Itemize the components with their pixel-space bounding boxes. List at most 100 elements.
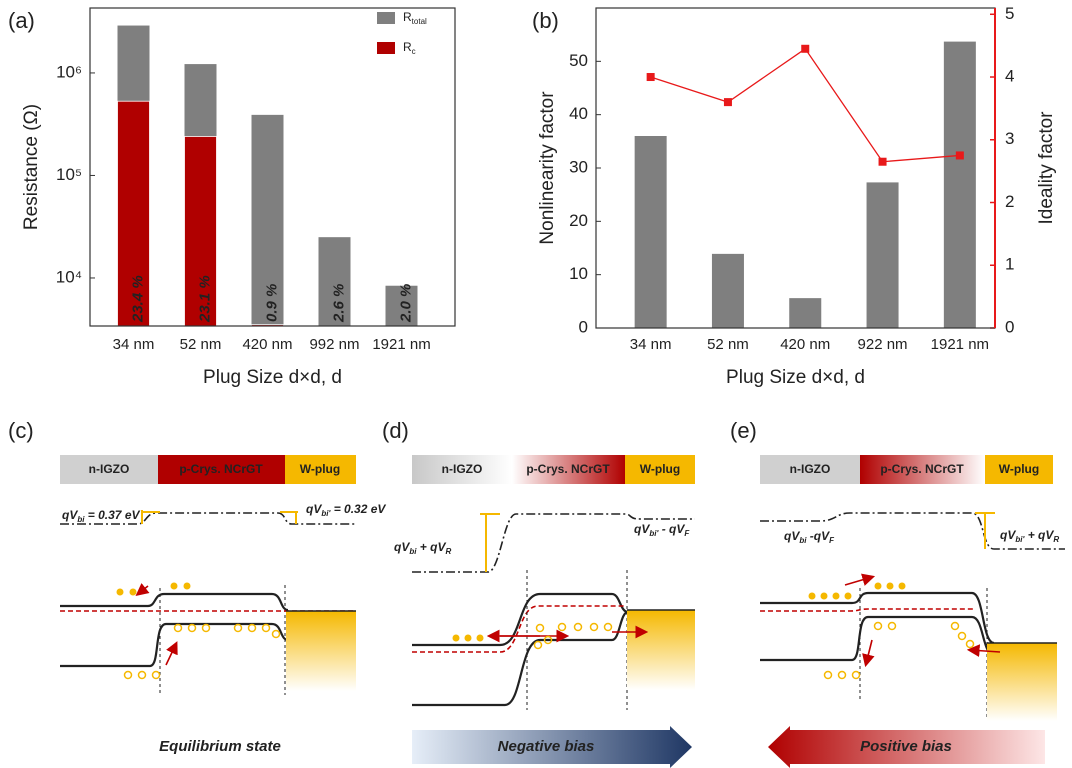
y-tick-label: 10 — [569, 264, 588, 283]
caption: Negative bias — [498, 738, 595, 755]
x-tick-label: 52 nm — [180, 336, 222, 353]
annotation-text: qV — [784, 529, 800, 543]
legend-label: Rtotal — [403, 10, 427, 26]
annotation-text: -qV — [806, 529, 830, 543]
annotation-sub: bi' — [649, 529, 659, 538]
bar — [184, 136, 217, 327]
bar — [117, 100, 150, 327]
layer — [860, 455, 985, 484]
annotation: qVbi = 0.37 eV — [62, 508, 140, 524]
annotation: qVbi -qVF — [784, 529, 835, 545]
legend-sub: total — [412, 17, 427, 26]
bar — [251, 114, 284, 326]
panel-label: (b) — [532, 8, 559, 33]
annotation-sub: bi' — [1015, 535, 1025, 544]
annotation: qVbi + qVR — [394, 540, 451, 556]
bar — [943, 41, 976, 328]
y-tick-label: 30 — [569, 157, 588, 176]
layer-label: W-plug — [640, 462, 680, 476]
panel-label: (d) — [382, 418, 409, 443]
layer-label: n-IGZO — [89, 462, 130, 476]
annotation-text: + qV — [416, 540, 446, 554]
legend-label: Rc — [403, 40, 416, 56]
marker — [955, 151, 964, 160]
percent-label: 23.4 % — [129, 275, 146, 323]
annotation-sub: bi — [77, 515, 85, 524]
y-axis-label: Resistance (Ω) — [21, 104, 42, 230]
line — [650, 47, 960, 163]
layer — [512, 455, 625, 484]
y2-tick-label: 3 — [1005, 129, 1014, 148]
annotation: qVbi' + qVR — [1000, 528, 1059, 544]
x-tick-label: 992 nm — [309, 336, 359, 353]
annotation-sub: bi — [409, 547, 417, 556]
annotation-text: qV — [62, 508, 78, 522]
diagram-d — [412, 513, 695, 710]
layer — [60, 455, 158, 484]
panel-label: (a) — [8, 8, 35, 33]
x-tick-label: 34 nm — [113, 336, 155, 353]
y2-tick-label: 1 — [1005, 255, 1014, 274]
x-tick-label: 922 nm — [858, 336, 908, 353]
y-tick-label: 50 — [569, 51, 588, 70]
marker — [801, 44, 810, 53]
annotation-sub: R — [445, 547, 451, 556]
legend-swatch — [377, 12, 395, 24]
x-axis-label: Plug Size d×d, d — [726, 367, 865, 388]
y-tick-label: 20 — [569, 211, 588, 230]
panel-label: (c) — [8, 418, 34, 443]
layer-label: p-Crys. NCrGT — [179, 462, 263, 476]
annotation: qVbi' = 0.32 eV — [306, 502, 386, 518]
layer-label: W-plug — [300, 462, 340, 476]
y-tick-label: 10⁴ — [56, 267, 82, 286]
plot-frame — [89, 7, 456, 327]
diagram-e — [760, 512, 1065, 721]
caption: Equilibrium state — [159, 738, 281, 755]
marker — [723, 98, 732, 107]
y-axis-label: Nonlinearity factor — [537, 91, 558, 245]
bar — [634, 136, 667, 328]
y-tick-label: 10⁶ — [56, 62, 82, 81]
layer-label: W-plug — [999, 462, 1039, 476]
annotation-sub: bi' — [321, 509, 331, 518]
layer — [412, 455, 512, 484]
annotation-text: qV — [634, 522, 650, 536]
bar — [711, 253, 744, 328]
legend-swatch — [377, 42, 395, 54]
x-tick-label: 52 nm — [707, 336, 749, 353]
bar — [789, 298, 822, 328]
layer — [158, 455, 285, 484]
diagram-c — [60, 510, 356, 695]
annotation-text: qV — [306, 502, 322, 516]
annotation-text: qV — [1000, 528, 1016, 542]
annotation-text: qV — [394, 540, 410, 554]
bar — [385, 285, 418, 326]
layer-label: n-IGZO — [790, 462, 831, 476]
legend-name: R — [403, 10, 412, 24]
y2-tick-label: 5 — [1005, 4, 1014, 23]
percent-label: 2.6 % — [330, 284, 347, 323]
annotation-sub: R — [1053, 535, 1059, 544]
annotation-text: + qV — [1024, 528, 1054, 542]
negative-bias-arrow — [412, 726, 692, 768]
annotation-text: = 0.32 eV — [330, 502, 386, 516]
layer — [985, 455, 1053, 484]
layer-label: p-Crys. NCrGT — [880, 462, 964, 476]
y2-axis-label: Ideality factor — [1036, 111, 1057, 225]
x-tick-label: 34 nm — [630, 336, 672, 353]
marker — [646, 73, 655, 82]
layer-label: p-Crys. NCrGT — [526, 462, 610, 476]
y2-tick-label: 4 — [1005, 67, 1014, 86]
percent-label: 23.1 % — [196, 275, 213, 323]
x-tick-label: 420 nm — [780, 336, 830, 353]
y-tick-label: 10⁵ — [56, 165, 82, 184]
marker — [878, 157, 887, 166]
x-tick-label: 1921 nm — [931, 336, 989, 353]
x-axis-label: Plug Size d×d, d — [203, 367, 342, 388]
y2-tick-label: 2 — [1005, 192, 1014, 211]
annotation-text: = 0.37 eV — [84, 508, 140, 522]
percent-label: 0.9 % — [263, 284, 280, 322]
percent-label: 2.0 % — [397, 284, 414, 323]
